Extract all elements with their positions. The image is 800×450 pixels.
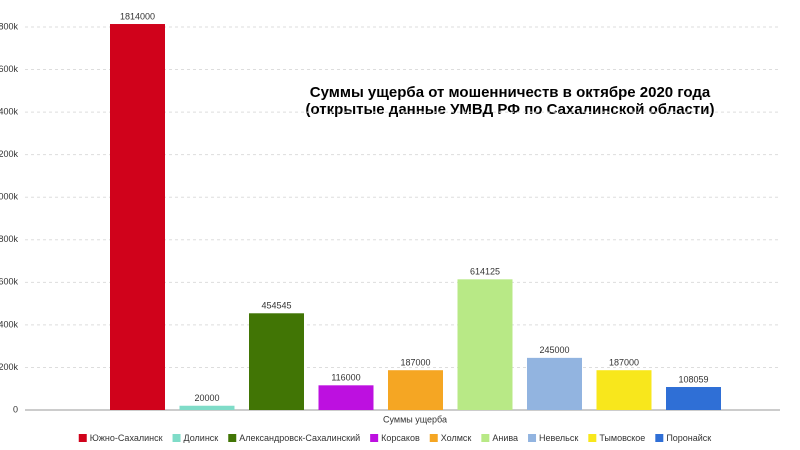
legend-label: Холмск: [441, 433, 472, 443]
legend-label: Долинск: [184, 433, 219, 443]
y-tick-label: 800k: [0, 234, 18, 244]
legend-swatch: [228, 434, 237, 442]
legend: Южно-Сахалинск Долинск Александровск-Сахал…: [78, 433, 711, 443]
y-tick-label: 1400k: [0, 106, 18, 116]
legend-swatch: [370, 434, 379, 442]
bar: [666, 387, 721, 410]
legend-label: Анива: [492, 433, 518, 443]
chart-title: (открытые данные УМВД РФ по Сахалинской …: [306, 101, 715, 118]
legend-swatch: [588, 434, 597, 442]
y-tick-label: 1600k: [0, 64, 18, 74]
y-tick-label: 1800k: [0, 21, 18, 31]
data-label: 108059: [678, 374, 708, 384]
legend-label: Корсаков: [381, 433, 420, 443]
chart-title: Суммы ущерба от мошенничеств в октябре 2…: [310, 84, 711, 101]
bar: [388, 370, 443, 410]
y-tick-label: 0: [13, 404, 18, 414]
data-label: 20000: [194, 393, 219, 403]
y-tick-label: 1200k: [0, 149, 18, 159]
data-label: 187000: [609, 358, 639, 368]
bar: [249, 313, 304, 410]
legend-swatch: [655, 434, 664, 442]
bar: [527, 357, 582, 410]
legend-label: Тымовское: [599, 433, 645, 443]
legend-swatch: [429, 434, 438, 442]
legend-label: Александровск-Сахалинский: [239, 433, 360, 443]
bar: [110, 24, 165, 410]
legend-swatch: [172, 434, 181, 442]
y-tick-label: 600k: [0, 277, 18, 287]
bar: [179, 405, 235, 410]
legend-swatch: [481, 434, 490, 442]
legend-label: Южно-Сахалинск: [90, 433, 163, 443]
bar: [318, 385, 374, 410]
data-label: 187000: [400, 358, 430, 368]
x-tick-label: Суммы ущерба: [383, 414, 447, 424]
legend-label: Поронайск: [666, 433, 711, 443]
data-label: 1814000: [120, 11, 155, 21]
data-label: 614125: [470, 267, 500, 277]
data-label: 245000: [539, 345, 569, 355]
bar: [596, 370, 652, 410]
y-tick-label: 1000k: [0, 192, 18, 202]
legend-swatch: [528, 434, 537, 442]
legend-swatch: [78, 434, 87, 442]
data-label: 454545: [261, 301, 291, 311]
y-tick-label: 400k: [0, 319, 18, 329]
y-tick-label: 200k: [0, 362, 18, 372]
legend-label: Невельск: [539, 433, 578, 443]
bar: [457, 279, 513, 410]
data-label: 116000: [331, 373, 360, 383]
